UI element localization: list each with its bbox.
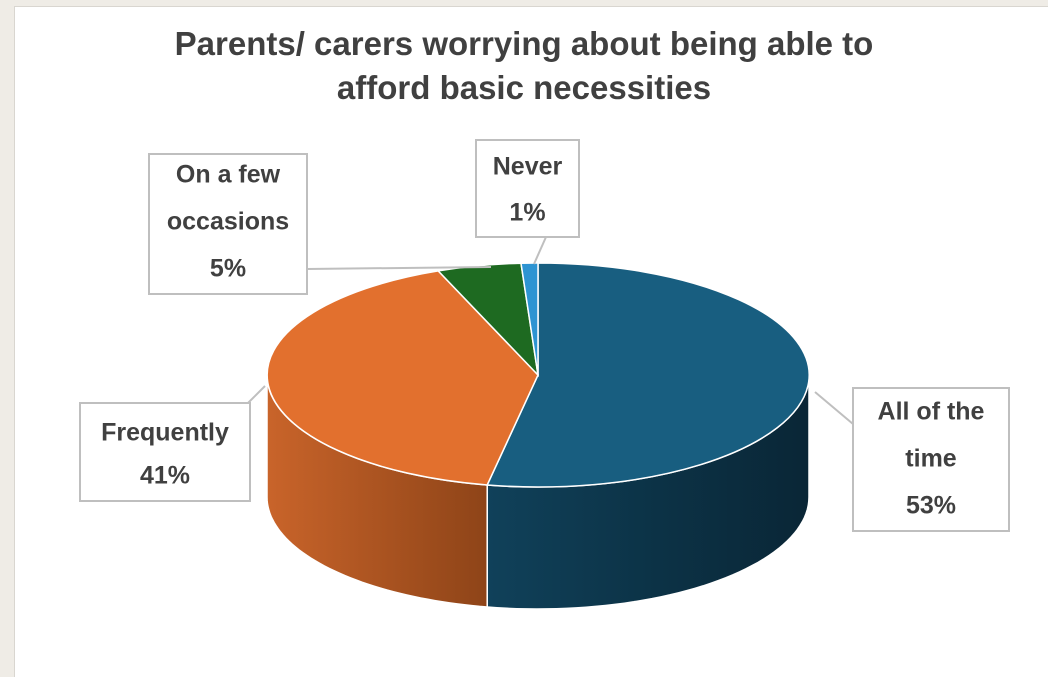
label-value-never: 1% (509, 199, 545, 227)
pie-labels: All of the time 53% Frequently 41% On a few oc… (79, 139, 1010, 532)
slice-never (520, 262, 539, 376)
label-category-all-of-the-time-1: All of the (878, 398, 985, 426)
label-category-all-of-the-time-2: time (905, 445, 957, 473)
label-category-on-a-few-occasions-2: occasions (167, 208, 289, 236)
label-box-never (475, 139, 580, 238)
data-label-frequently: Frequently 41% (79, 385, 266, 502)
slice-all-of-the-time (486, 262, 810, 488)
label-value-frequently: 41% (140, 462, 190, 490)
pie-tops (266, 262, 810, 488)
data-label-never: Never 1% (475, 139, 580, 265)
slice-frequently (266, 270, 539, 486)
chart-title-line-2: afford basic necessities (336, 69, 712, 106)
leader-line-frequently (247, 385, 266, 404)
leader-line-on-a-few-occasions (306, 266, 492, 270)
data-label-all-of-the-time: All of the time 53% (814, 387, 1010, 532)
label-box-on-a-few-occasions (148, 153, 308, 295)
label-category-on-a-few-occasions-1: On a few (176, 161, 281, 189)
label-value-all-of-the-time: 53% (906, 492, 956, 520)
label-box-all-of-the-time (852, 387, 1010, 532)
chart-title: Parents/ carers worrying about being abl… (0, 22, 1048, 110)
leader-line-never (533, 236, 547, 265)
label-box-frequently (79, 402, 251, 502)
label-category-frequently: Frequently (101, 419, 229, 447)
data-label-on-a-few-occasions: On a few occasions 5% (148, 153, 492, 295)
leader-line-all-of-the-time (814, 391, 854, 425)
label-category-never: Never (493, 153, 563, 181)
chart-title-line-1: Parents/ carers worrying about being abl… (174, 25, 874, 62)
label-value-on-a-few-occasions: 5% (210, 255, 246, 283)
